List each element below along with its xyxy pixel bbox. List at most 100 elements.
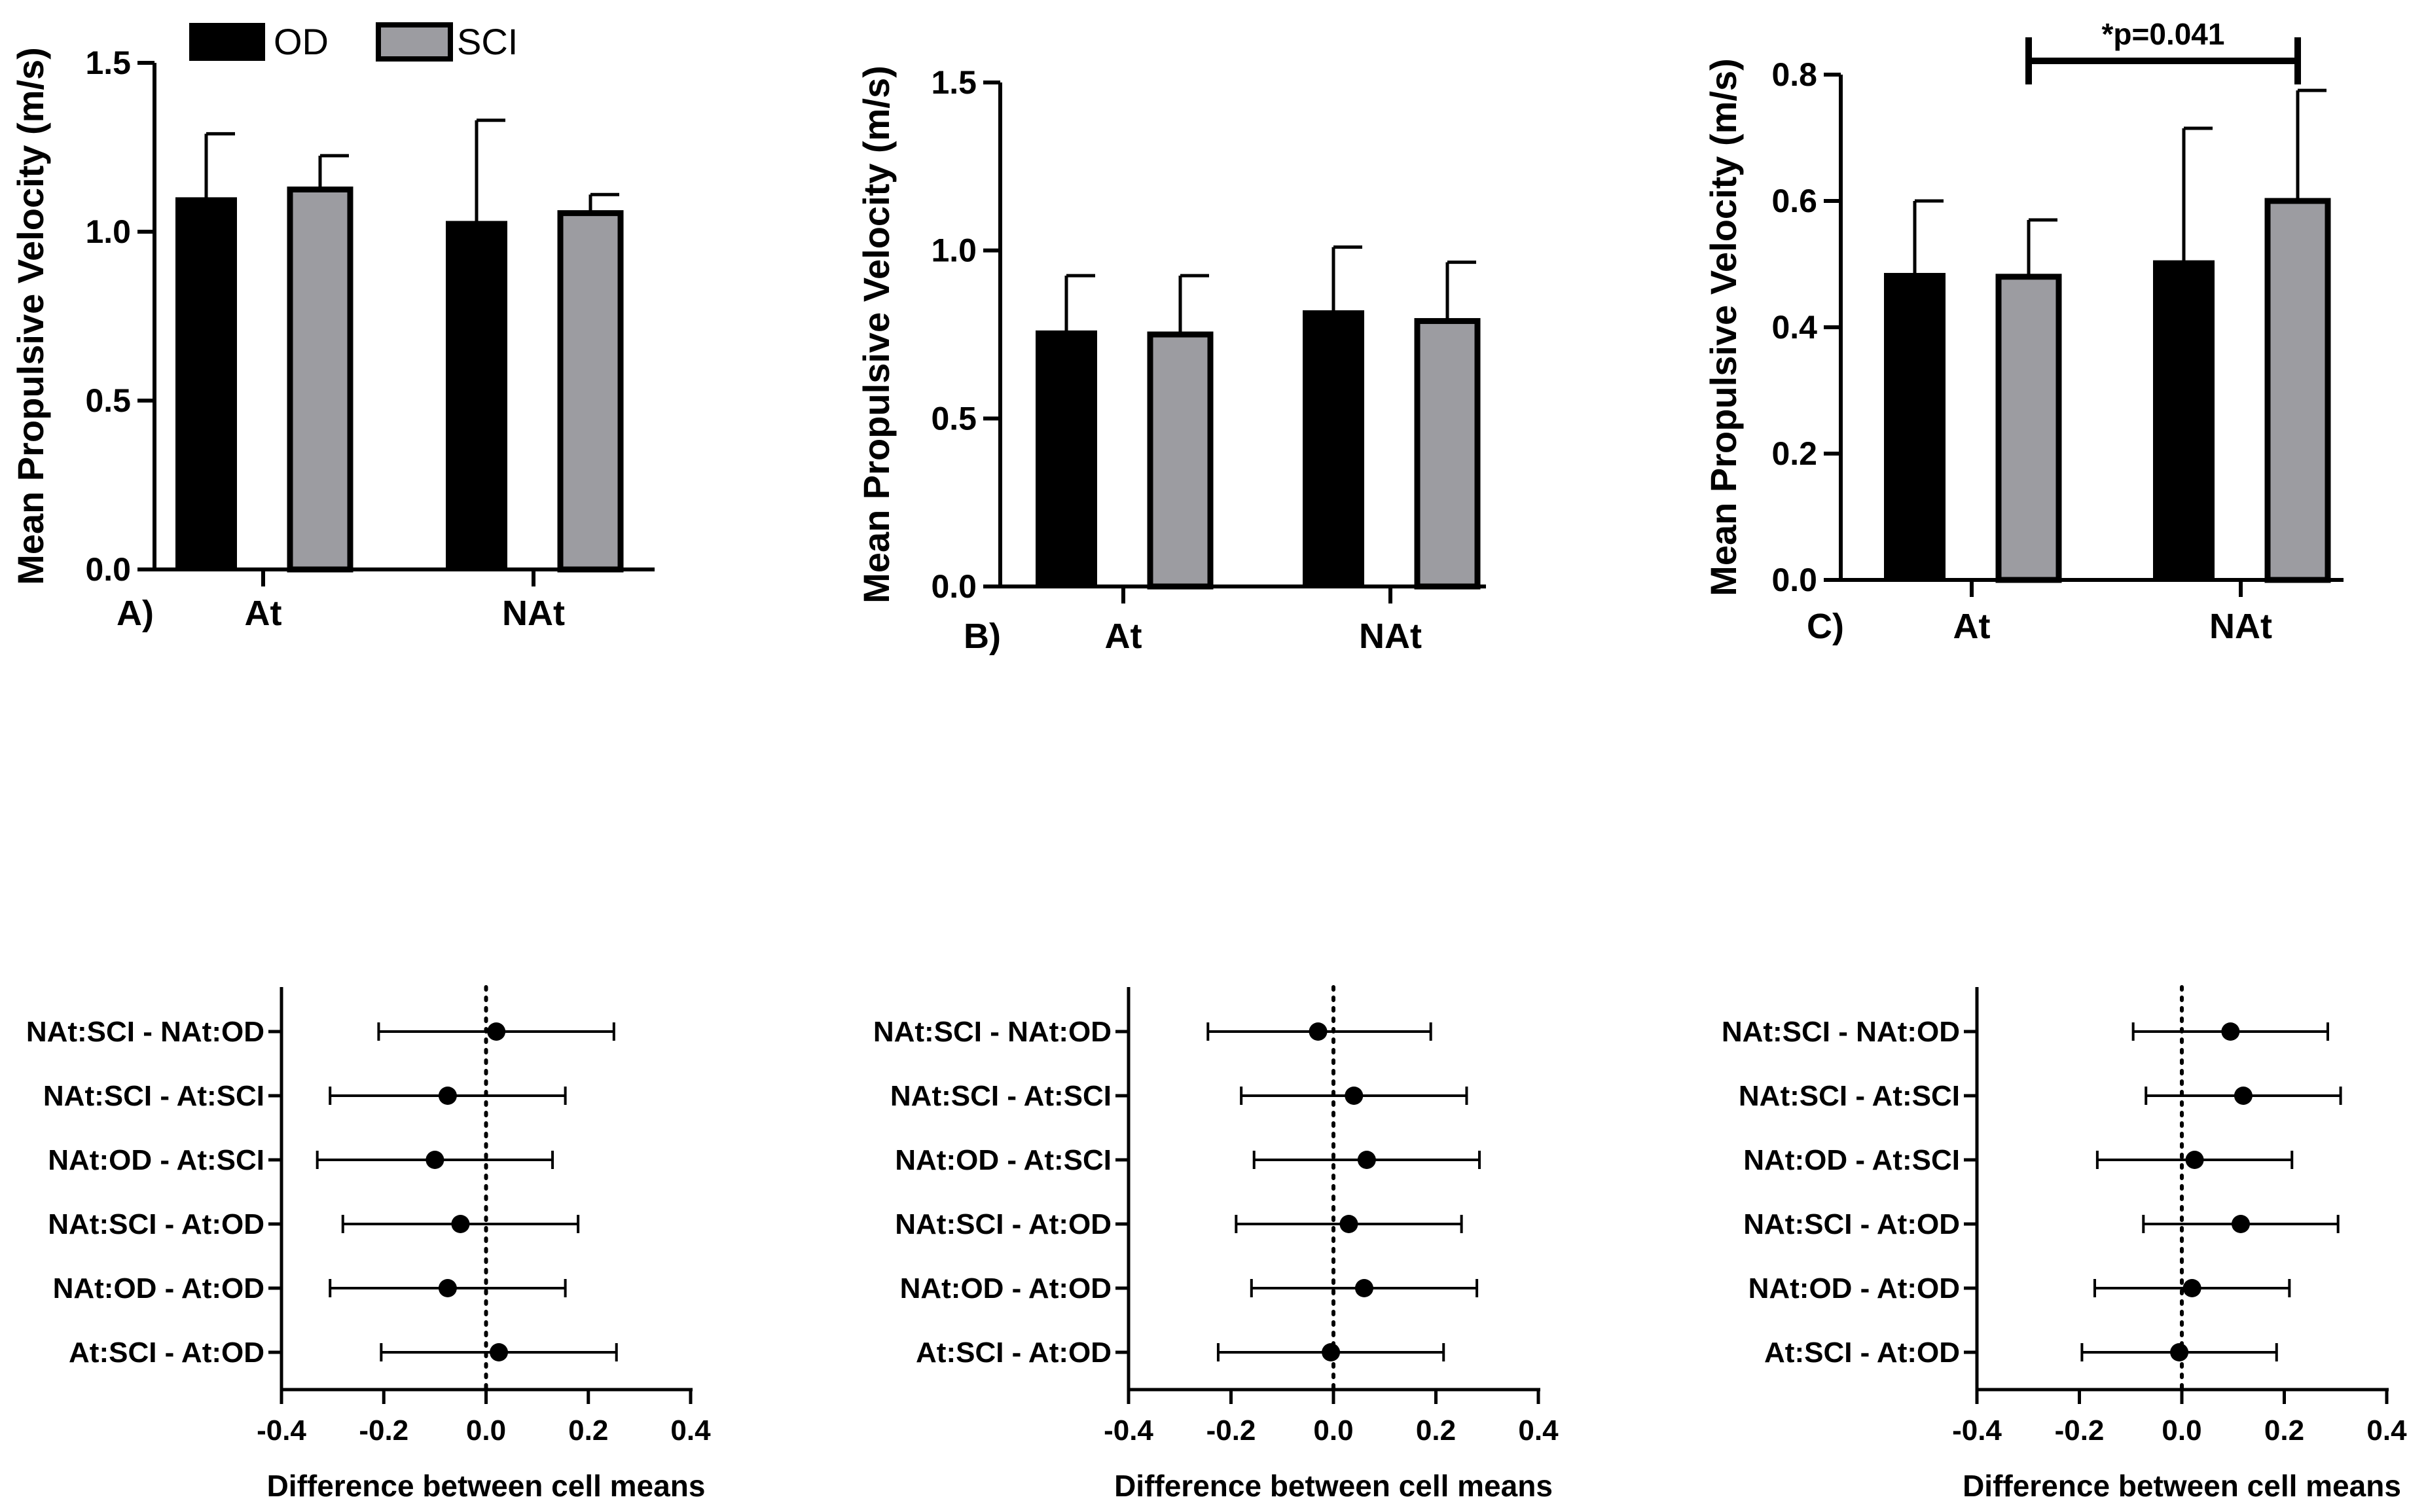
comparison-label: NAt:SCI - At:SCI [890,1080,1112,1112]
bar-od-at [1036,330,1097,587]
mean-difference-point [490,1343,509,1361]
mean-difference-point [2170,1343,2189,1361]
category-label: At [1105,617,1142,656]
x-tick-label: 0.4 [2366,1414,2407,1447]
bar-sci-nat [2264,198,2331,583]
y-tick-label: 0.6 [1771,183,1817,219]
x-tick-label: 0.2 [1416,1414,1456,1447]
mean-difference-point [425,1151,444,1169]
comparison-label: NAt:SCI - NAt:OD [26,1016,264,1048]
y-tick-label: 0.2 [1771,435,1817,472]
y-tick-label: 0.4 [1771,309,1817,346]
comparison-label: NAt:OD - At:OD [900,1272,1112,1305]
y-axis-label: Mean Propulsive Velocity (m/s) [10,47,51,585]
bar-panel-c: 0.0 0.2 0.4 0.6 0.8 Mean Propulsive Velocity … [1703,17,2344,646]
category-label: NAt [502,594,565,633]
comparison-label: NAt:SCI - NAt:OD [1722,1016,1960,1048]
bar-od-at [175,197,237,570]
comparison-label: NAt:OD - At:OD [53,1272,264,1305]
mean-difference-point [1339,1215,1358,1233]
y-tick-label: 0.5 [85,382,131,419]
bar-od-nat [446,221,507,570]
mean-difference-point [2231,1215,2250,1233]
comparison-label: At:SCI - At:OD [1764,1337,1960,1369]
comparison-label: NAt:SCI - At:OD [48,1208,264,1240]
bar-panel-b: 0.0 0.5 1.0 1.5 Mean Propulsive Velocity (m/… [856,64,1486,656]
x-tick-label: 0.0 [466,1414,506,1447]
mean-difference-point [2221,1022,2240,1041]
comparison-label: NAt:SCI - At:OD [1743,1208,1960,1240]
bar-sci-at [1995,274,2062,583]
comparison-label: At:SCI - At:OD [69,1337,264,1369]
mean-difference-point [438,1087,457,1105]
x-tick-label: -0.2 [359,1414,408,1447]
mean-difference-point [487,1022,506,1041]
mean-difference-point [1322,1343,1341,1361]
y-axis-label: Mean Propulsive Velocity (m/s) [1703,58,1744,596]
bar-sci-nat [557,210,624,573]
comparison-label: NAt:OD - At:SCI [895,1144,1112,1176]
forest-panel-a: -0.4 -0.2 0.0 0.2 0.4 Difference between cell… [26,985,711,1503]
mean-difference-point [1357,1151,1376,1169]
bar-panel-a: 0.0 0.5 1.0 1.5 Mean Propulsive Velocity (m/… [10,45,655,633]
y-tick-label: 0.5 [931,400,977,437]
y-tick-label: 1.5 [85,45,131,81]
mean-difference-point [451,1215,470,1233]
y-tick-label: 1.0 [931,232,977,269]
legend-swatch-od [189,23,265,61]
x-tick-label: 0.2 [568,1414,608,1447]
mean-difference-point [2182,1279,2201,1297]
x-axis-label: Difference between cell means [1963,1469,2401,1503]
comparison-label: NAt:OD - At:SCI [1743,1144,1960,1176]
mean-difference-point [1309,1022,1328,1041]
mean-difference-point [1345,1087,1364,1105]
forest-panel-c: -0.4 -0.2 0.0 0.2 0.4 Difference between cell… [1722,985,2407,1503]
mean-difference-point [2234,1087,2253,1105]
comparison-label: NAt:OD - At:SCI [48,1144,264,1176]
panel-label: B) [964,617,1001,656]
x-tick-label: 0.4 [1518,1414,1559,1447]
legend-swatch-sci [376,22,453,62]
comparison-label: NAt:SCI - NAt:OD [873,1016,1112,1048]
category-label: NAt [1359,617,1422,656]
bar-od-nat [2153,260,2215,581]
x-tick-label: 0.2 [2264,1414,2304,1447]
x-tick-label: -0.4 [257,1414,306,1447]
legend: OD SCI [189,21,518,62]
x-tick-label: -0.2 [2055,1414,2105,1447]
x-tick-label: 0.0 [1313,1414,1353,1447]
legend-label-sci: SCI [457,21,518,62]
x-tick-label: -0.4 [1104,1414,1153,1447]
y-tick-label: 0.0 [85,551,131,588]
forest-panel-b: -0.4 -0.2 0.0 0.2 0.4 Difference between cell… [873,985,1559,1503]
bar-sci-nat [1414,317,1481,590]
mean-difference-point [1354,1279,1373,1297]
bar-od-at [1884,272,1946,581]
legend-label-od: OD [274,21,329,62]
mean-difference-point [2185,1151,2204,1169]
significance-label: *p=0.041 [2102,17,2225,51]
bar-sci-at [1147,331,1214,590]
comparison-label: NAt:OD - At:OD [1748,1272,1960,1305]
y-tick-label: 0.8 [1771,56,1817,93]
x-tick-label: -0.2 [1206,1414,1256,1447]
bar-od-nat [1303,310,1364,587]
panel-label: C) [1807,607,1844,646]
y-tick-label: 0.0 [931,568,977,605]
comparison-label: NAt:SCI - At:SCI [43,1080,264,1112]
x-tick-label: -0.4 [1952,1414,2002,1447]
x-axis-label: Difference between cell means [1114,1469,1553,1503]
comparison-label: NAt:SCI - At:SCI [1739,1080,1960,1112]
x-tick-label: 0.4 [670,1414,711,1447]
x-tick-label: 0.0 [2162,1414,2201,1447]
comparison-label: NAt:SCI - At:OD [895,1208,1112,1240]
category-label: At [1953,607,1991,646]
y-tick-label: 1.5 [931,64,977,101]
x-axis-label: Difference between cell means [267,1469,706,1503]
y-axis-label: Mean Propulsive Velocity (m/s) [856,65,897,603]
panel-label: A) [117,594,154,633]
comparison-label: At:SCI - At:OD [916,1337,1112,1369]
category-label: At [245,594,282,633]
category-label: NAt [2209,607,2272,646]
